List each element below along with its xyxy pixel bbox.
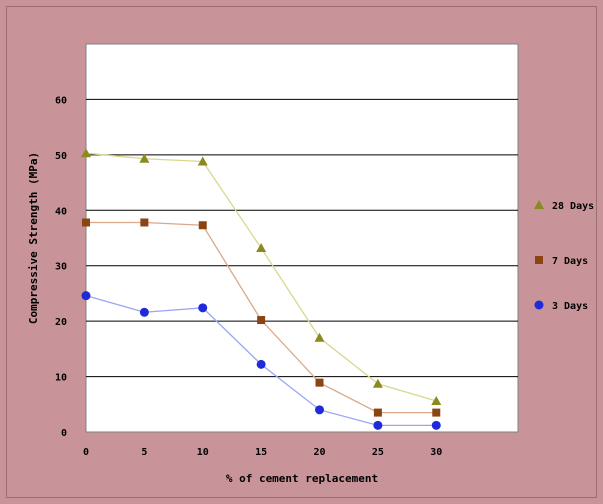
x-tick-label: 30 [430, 447, 442, 458]
legend-marker [535, 256, 543, 264]
x-tick-label: 15 [255, 447, 267, 458]
data-point [432, 408, 441, 417]
y-tick-label: 30 [55, 262, 67, 273]
plot-area [85, 43, 519, 433]
data-point [315, 378, 324, 387]
series-0 [81, 148, 442, 405]
x-axis-title: % of cement replacement [226, 472, 378, 485]
data-point [140, 218, 149, 227]
data-point [81, 148, 91, 158]
y-axis-ticks: 0 10 20 30 40 50 60 [55, 95, 67, 439]
data-point [139, 153, 150, 163]
data-point [81, 291, 91, 301]
legend-label: 7 Days [552, 256, 588, 267]
legend-marker [534, 200, 544, 209]
legend-item: 7 Days [535, 256, 588, 267]
data-point [197, 156, 208, 166]
line-chart: 0 10 20 30 40 50 60 0 5 10 15 20 25 30 % of cement r… [27, 43, 594, 485]
chart-frame: 0 10 20 30 40 50 60 0 5 10 15 20 25 30 % of cement r… [6, 6, 597, 498]
grid-lines [86, 98, 518, 378]
series-1 [82, 218, 441, 417]
data-point [373, 408, 382, 417]
x-tick-label: 10 [197, 447, 209, 458]
data-point [198, 303, 208, 313]
y-tick-label: 60 [55, 95, 67, 106]
legend-item: 28 Days [534, 200, 594, 212]
data-point [139, 307, 149, 317]
data-point [372, 378, 383, 388]
series-layer [81, 148, 442, 430]
x-tick-label: 20 [313, 447, 325, 458]
data-point [256, 359, 266, 369]
legend: 28 Days 7 Days 3 Days [534, 200, 594, 312]
y-tick-label: 0 [61, 428, 67, 439]
data-point [198, 221, 207, 230]
series-2 [81, 291, 441, 430]
data-point [82, 218, 90, 227]
y-tick-label: 20 [55, 317, 67, 328]
legend-item: 3 Days [534, 300, 588, 312]
data-point [256, 242, 267, 252]
data-point [373, 420, 383, 430]
legend-label: 28 Days [552, 201, 594, 212]
x-tick-label: 25 [372, 447, 384, 458]
x-axis-ticks: 0 5 10 15 20 25 30 [83, 447, 442, 458]
x-tick-label: 5 [141, 447, 147, 458]
legend-marker [534, 300, 544, 310]
data-point [431, 420, 441, 430]
legend-label: 3 Days [552, 301, 588, 312]
y-tick-label: 40 [55, 206, 67, 217]
y-tick-label: 50 [55, 151, 67, 162]
y-tick-label: 10 [55, 373, 67, 384]
x-tick-label: 0 [83, 447, 89, 458]
data-point [431, 395, 442, 405]
data-point [257, 316, 266, 325]
data-point [314, 332, 325, 342]
y-axis-title: Compressive Strength (MPa) [27, 152, 40, 324]
data-point [315, 405, 325, 415]
